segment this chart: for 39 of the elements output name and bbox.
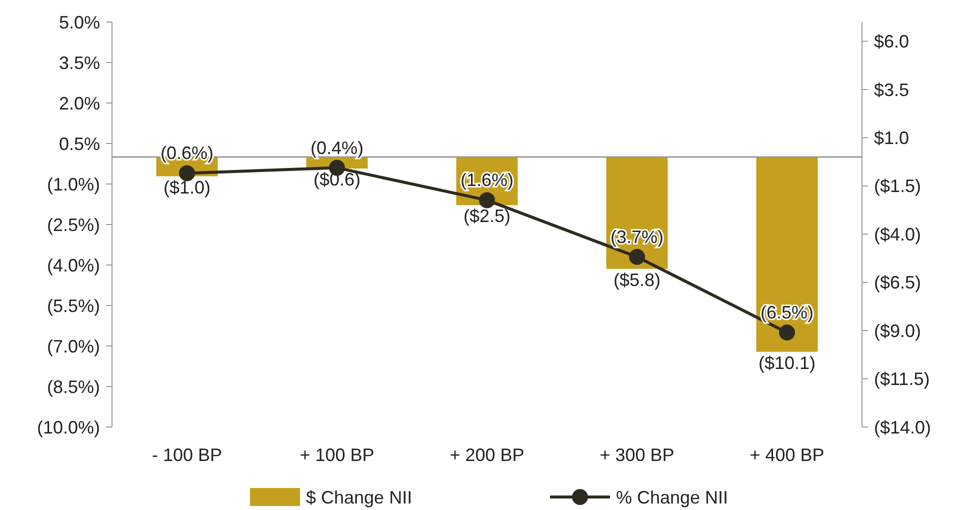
y-tick-label: 5.0%: [58, 12, 100, 32]
y-tick-label: 3.5%: [58, 52, 100, 73]
point: [629, 248, 645, 265]
y-tick-label: 0.5%: [58, 134, 100, 154]
y2-tick-label: $3.5: [874, 80, 910, 100]
data-label: ($1.0): [163, 177, 211, 198]
data-label: ($2.5): [463, 206, 511, 226]
data-label: (0.4%): [310, 138, 364, 158]
data-label: (3.7%): [610, 226, 664, 247]
legend-label: % Change NII: [616, 487, 728, 508]
y2-tick-label: ($1.5): [874, 176, 922, 196]
legend-label: $ Change NII: [306, 487, 412, 508]
y2-tick-label: ($14.0): [874, 417, 932, 438]
y2-tick-label: $6.0: [874, 32, 910, 52]
data-label: ($0.6): [313, 170, 361, 190]
data-label: ($5.8): [613, 270, 661, 290]
data-label: ($10.1): [758, 352, 816, 373]
y2-tick-label: ($4.0): [874, 224, 922, 244]
y-tick-label: (2.5%): [46, 214, 100, 235]
y2-tick-label: ($9.0): [874, 320, 922, 341]
x-tick-label: + 400 BP: [750, 445, 824, 465]
x-tick-label: + 100 BP: [300, 445, 374, 465]
y-tick-label: (10.0%): [36, 417, 100, 438]
y-tick-label: (1.0%): [46, 174, 100, 194]
y-tick-label: 2.0%: [58, 93, 100, 114]
point: [479, 192, 495, 208]
y2-tick-label: ($6.5): [874, 272, 922, 293]
y-tick-label: (7.0%): [46, 336, 100, 356]
y-tick-label: (4.0%): [46, 255, 100, 276]
y-tick-label: (8.5%): [46, 376, 100, 397]
x-tick-label: - 100 BP: [152, 445, 222, 465]
data-label: (1.6%): [460, 170, 514, 190]
data-label: (6.5%): [760, 302, 814, 322]
x-tick-label: + 200 BP: [450, 445, 524, 465]
point: [779, 324, 795, 340]
y2-tick-label: $1.0: [874, 128, 910, 148]
y-tick-label: (5.5%): [46, 296, 100, 316]
x-tick-label: + 300 BP: [600, 445, 674, 465]
y2-tick-label: ($11.5): [874, 369, 930, 390]
